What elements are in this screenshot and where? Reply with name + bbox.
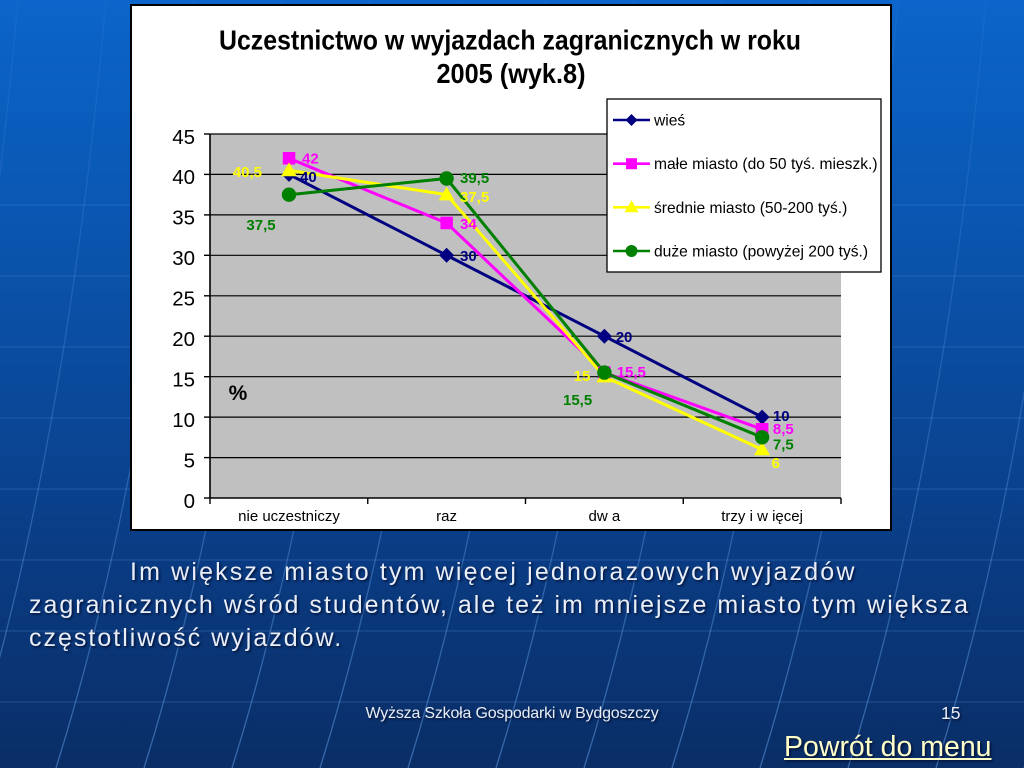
svg-text:34: 34: [460, 216, 477, 233]
svg-text:15: 15: [172, 369, 195, 392]
svg-text:małe miasto (do 50 tyś. mieszk: małe miasto (do 50 tyś. mieszk.): [654, 156, 878, 173]
svg-text:39,5: 39,5: [460, 170, 489, 187]
svg-text:7,5: 7,5: [773, 437, 794, 454]
svg-text:2005 (wyk.8): 2005 (wyk.8): [437, 58, 586, 89]
svg-text:wieś: wieś: [653, 113, 685, 130]
svg-text:37,5: 37,5: [460, 189, 489, 206]
svg-text:nie uczestniczy: nie uczestniczy: [238, 508, 340, 525]
svg-text:20: 20: [616, 329, 633, 346]
svg-text:10: 10: [172, 409, 195, 432]
svg-text:15,5: 15,5: [563, 392, 592, 409]
svg-text:%: %: [229, 382, 248, 405]
svg-text:25: 25: [172, 288, 195, 311]
svg-text:40: 40: [300, 169, 317, 186]
svg-text:40,5: 40,5: [233, 164, 262, 181]
svg-text:dw a: dw a: [589, 508, 621, 525]
svg-text:6: 6: [772, 455, 780, 472]
svg-text:10: 10: [773, 408, 790, 425]
svg-text:30: 30: [172, 247, 195, 270]
svg-text:15,5: 15,5: [617, 364, 646, 381]
svg-text:30: 30: [460, 248, 477, 265]
svg-text:8,5: 8,5: [773, 421, 794, 438]
svg-text:45: 45: [172, 126, 195, 149]
svg-text:35: 35: [172, 207, 195, 230]
svg-text:średnie miasto (50-200 tyś.): średnie miasto (50-200 tyś.): [654, 200, 847, 217]
svg-text:Uczestnictwo w wyjazdach zagra: Uczestnictwo w wyjazdach zagranicznych w…: [219, 24, 801, 55]
svg-text:37,5: 37,5: [246, 217, 275, 234]
svg-text:5: 5: [184, 449, 195, 472]
svg-text:42: 42: [302, 151, 319, 168]
svg-text:0: 0: [184, 490, 195, 513]
svg-text:duże miasto (powyżej 200 tyś.): duże miasto (powyżej 200 tyś.): [654, 244, 868, 261]
svg-text:15: 15: [574, 368, 591, 385]
svg-text:20: 20: [172, 328, 195, 351]
svg-text:raz: raz: [436, 508, 457, 525]
svg-text:40: 40: [172, 166, 195, 189]
svg-text:trzy i w ięcej: trzy i w ięcej: [721, 508, 803, 525]
